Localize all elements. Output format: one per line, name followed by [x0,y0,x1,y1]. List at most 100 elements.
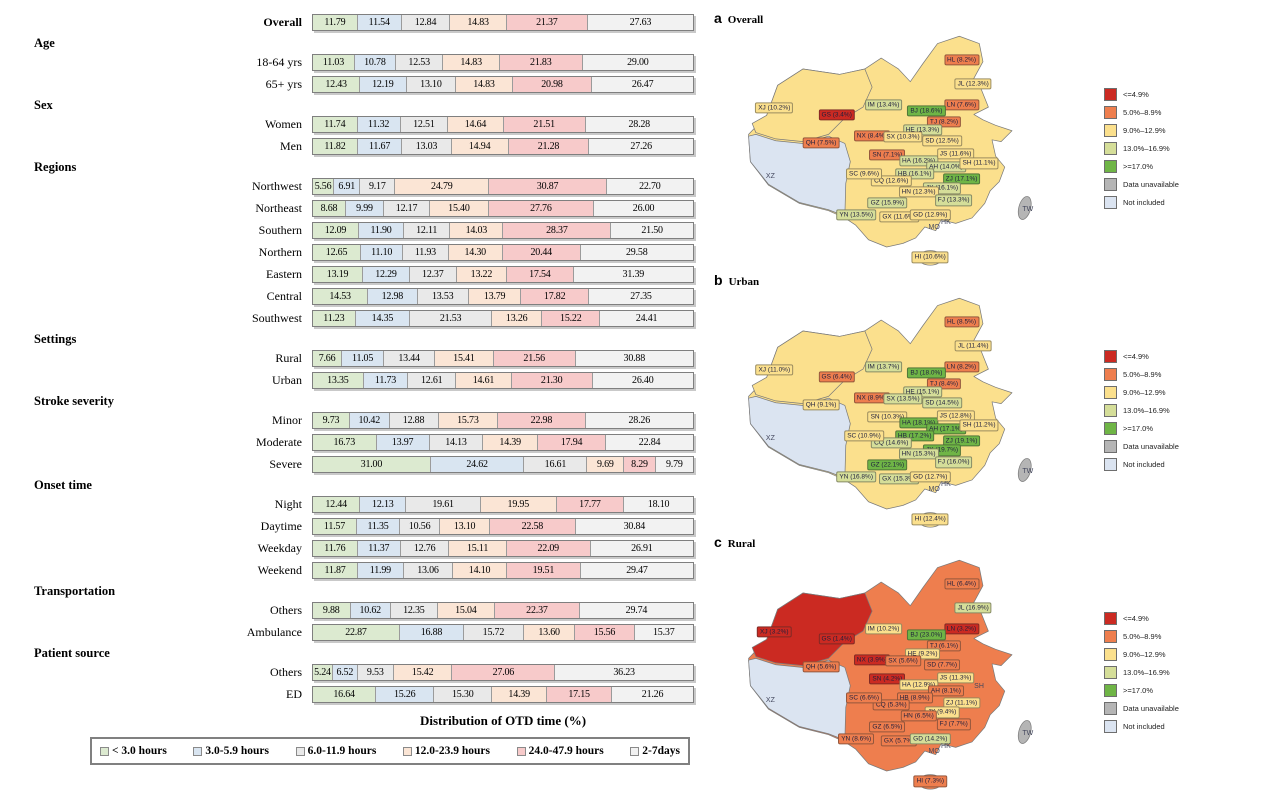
legend-label: Not included [1123,197,1165,207]
province-label-ZJ: ZJ (11.1%) [942,697,981,709]
legend-swatch-icon [1104,647,1117,661]
chart-row: Eastern 13.19 12.29 12.37 13.22 17.54 31.39 [30,266,694,283]
map-legend-item: Not included [1104,195,1254,209]
bar-segment: 11.35 [356,519,401,534]
bar-segment: 21.28 [508,139,590,154]
province-label-HK: HK [941,743,951,751]
chart-row: Others 5.24 6.52 9.53 15.42 27.06 36.23 [30,664,694,681]
province-label-SN: SN (10.3%) [867,411,908,423]
bar-segment: 13.35 [313,373,364,388]
bar-segment: 9.69 [587,457,625,472]
bar-segment: 21.37 [506,15,588,30]
map-legend-item: >=17.0% [1104,421,1254,435]
legend-swatch-icon [1104,665,1117,679]
province-label-JL: JL (16.9%) [954,602,992,614]
bar-segment: 26.00 [594,201,693,216]
bar-segment: 15.41 [435,351,494,366]
province-label-QH: QH (7.5%) [802,137,840,149]
province-label-LN: LN (3.2%) [943,623,980,635]
province-label-ZJ: ZJ (19.1%) [942,435,981,447]
legend-label: >=17.0% [1123,423,1154,433]
stacked-bar: 13.35 11.73 12.61 14.61 21.30 26.40 [312,372,694,389]
province-label-JL: JL (11.4%) [954,340,992,352]
province-label-HB: HB (16.1%) [894,168,935,180]
province-label-MO: MO [928,747,940,755]
province-label-XZ: XZ [765,434,775,442]
bar-segment: 29.00 [582,55,693,70]
province-label-SC: SC (6.6%) [846,692,882,704]
china-map-svg [748,297,1032,528]
province-label-IM: IM (13.7%) [864,361,903,373]
bar-segment: 13.06 [403,563,454,578]
legend-swatch-icon [1104,87,1117,101]
china-map: XJ (3.2%) XZ QH (5.6%) GS (1.4%) NX (3.9%) IM… [708,553,1098,791]
bar-segment: 29.47 [580,563,693,578]
stacked-bar: 8.68 9.99 12.17 15.40 27.76 26.00 [312,200,694,217]
province-label-GD: GD (12.9%) [910,209,951,221]
bar-segment: 12.53 [395,55,444,70]
province-label-YN: YN (16.8%) [836,471,876,483]
bar-segment: 12.84 [401,15,451,30]
legend-swatch-icon [295,746,305,756]
chart-group-header: Onset time [34,478,92,492]
legend-label: Data unavailable [1123,703,1179,713]
legend-swatch-icon [630,746,640,756]
bar-segment: 20.44 [502,245,581,260]
province-label-TJ: TJ (8.4%) [926,378,962,390]
bar-segment: 11.32 [357,117,401,132]
bar-segment: 21.26 [612,687,693,702]
bar-segment: 19.51 [506,563,581,578]
province-label-SD: SD (14.5%) [922,397,962,409]
map-legend-item: 13.0%–16.9% [1104,665,1254,679]
bar-segment: 14.61 [456,373,512,388]
bar-segment: 15.30 [434,687,493,702]
province-label-XZ: XZ [765,172,775,180]
map-panel-urban: b Urban XJ (11.0%) XZ QH (9.1%) GS (6.4%) NX … [708,272,1270,534]
bar-segment: 17.82 [521,289,590,304]
province-label-JS: JS (11.3%) [936,672,975,684]
bar-segment: 27.35 [589,289,693,304]
map-legend: <=4.9% 5.0%–8.9% 9.0%–12.9% 13.0%–16.9% >=17… [1104,611,1254,733]
province-label-MO: MO [928,223,940,231]
map-legend-item: 5.0%–8.9% [1104,629,1254,643]
bar-segment: 16.88 [399,625,465,640]
china-map: XJ (11.0%) XZ QH (9.1%) GS (6.4%) NX (8.9%) I… [708,291,1098,529]
province-label-HB: HB (17.2%) [894,430,935,442]
bar-segment: 12.98 [368,289,418,304]
bar-segment: 10.78 [354,55,396,70]
chart-group-header: Patient source [34,646,110,660]
row-label: ED [286,687,302,701]
bar-segment: 30.87 [489,179,607,194]
legend-swatch-icon [1104,683,1117,697]
row-label: Weekday [257,541,302,555]
stacked-bar: 11.23 14.35 21.53 13.26 15.22 24.41 [312,310,694,327]
stacked-bar: 11.82 11.67 13.03 14.94 21.28 27.26 [312,138,694,155]
stacked-bar: 11.03 10.78 12.53 14.83 21.83 29.00 [312,54,694,71]
bar-segment: 5.24 [313,665,333,680]
bar-segment: 14.64 [448,117,504,132]
province-label-JS: JS (12.8%) [936,410,975,422]
stacked-bar: 9.88 10.62 12.35 15.04 22.37 29.74 [312,602,694,619]
map-legend-item: Not included [1104,457,1254,471]
province-label-MO: MO [928,485,940,493]
province-label-XJ: XJ (11.0%) [755,363,794,376]
bar-segment: 15.72 [464,625,524,640]
chart-legend: < 3.0 hours 3.0-5.9 hours 6.0-11.9 hours 12… [90,737,690,765]
stacked-bar: 31.00 24.62 16.61 9.69 8.29 9.79 [312,456,694,473]
province-label-GZ: GZ (22.1%) [867,459,908,471]
taiwan-island [1017,720,1032,744]
province-label-TW: TW [1022,468,1034,476]
bar-segment: 13.53 [417,289,469,304]
province-label-BJ: BJ (18.6%) [907,105,946,117]
bar-segment: 14.39 [492,687,547,702]
bar-segment: 22.37 [494,603,580,618]
province-label-SX: SX (13.5%) [883,393,923,405]
bar-segment: 10.42 [349,413,390,428]
chart-legend-item: 6.0-11.9 hours [295,745,376,757]
bar-segment: 11.74 [313,117,358,132]
bar-segment: 22.98 [498,413,586,428]
bar-segment: 29.74 [579,603,693,618]
bar-segment: 8.29 [624,457,656,472]
province-label-QH: QH (9.1%) [802,399,840,411]
legend-label: 13.0%–16.9% [1123,405,1170,415]
